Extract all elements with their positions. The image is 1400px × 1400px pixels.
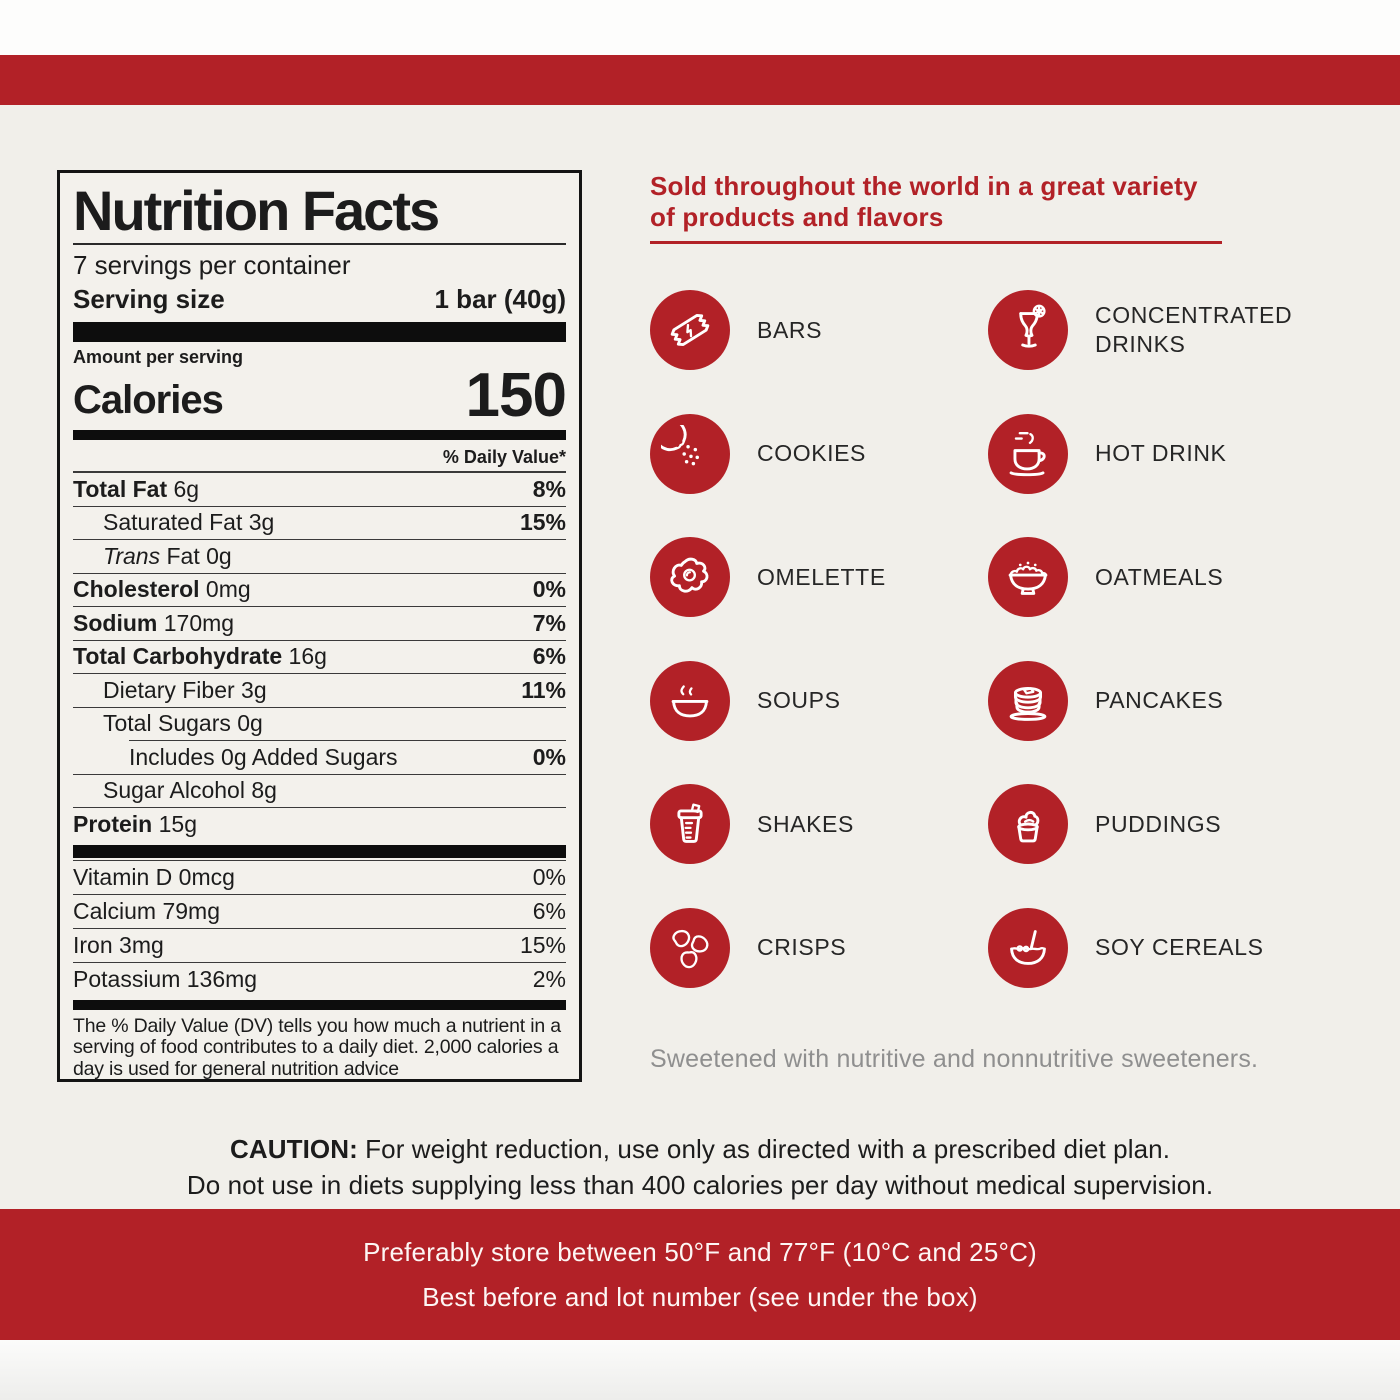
coffee-cup-icon bbox=[1009, 431, 1046, 476]
crisps-icon bbox=[672, 929, 709, 968]
nutrient-row-sodium: Sodium 170mg 7% bbox=[73, 606, 566, 640]
cereal-bowl-spoon-icon bbox=[1010, 929, 1046, 965]
medium-divider bbox=[73, 430, 566, 440]
nutrient-row-trans-fat: Trans Fat 0g bbox=[73, 539, 566, 573]
best-before-note: Best before and lot number (see under th… bbox=[422, 1281, 978, 1312]
vitamin-row-vitamin-d: Vitamin D 0mcg 0% bbox=[73, 859, 566, 894]
daily-value-footnote: The % Daily Value (DV) tells you how muc… bbox=[73, 1014, 561, 1080]
oatmeal-bowl-icon bbox=[1008, 561, 1048, 595]
fried-egg-icon-circle bbox=[650, 537, 730, 617]
product-label: HOT DRINK bbox=[1095, 440, 1227, 466]
bottom-white-strip bbox=[0, 1340, 1400, 1400]
calories-label: Calories bbox=[73, 378, 224, 422]
product-label: COOKIES bbox=[757, 440, 867, 466]
caution-text: CAUTION: For weight reduction, use only … bbox=[0, 1131, 1400, 1203]
shaker-bottle-icon-circle bbox=[650, 784, 730, 864]
products-grid: BARS CONCENTRATED DRINKS bbox=[650, 290, 1310, 1031]
daily-value-header: % Daily Value* bbox=[73, 444, 566, 472]
caution-line1: CAUTION: For weight reduction, use only … bbox=[229, 1134, 1171, 1164]
product-label: PANCAKES bbox=[1095, 687, 1224, 713]
coffee-cup-icon-circle bbox=[988, 413, 1068, 494]
nutrition-facts-title: Nutrition Facts bbox=[73, 179, 440, 242]
nutrient-row-dietary-fiber: Dietary Fiber 3g 11% bbox=[73, 673, 566, 707]
nutrient-row-protein: Protein 15g bbox=[73, 807, 566, 841]
calories-value: 150 bbox=[465, 361, 567, 430]
product-label: SOUPS bbox=[757, 687, 841, 713]
cookie-icon bbox=[661, 424, 699, 465]
product-label: SHAKES bbox=[757, 810, 854, 837]
cookie-icon-circle bbox=[650, 413, 730, 494]
product-label: PUDDINGS bbox=[1095, 810, 1222, 837]
vitamin-row-calcium: Calcium 79mg 6% bbox=[73, 893, 566, 928]
product-label: CONCENTRATED DRINKS bbox=[1095, 302, 1293, 357]
crisps-icon-circle bbox=[650, 907, 730, 988]
serving-size-label: Serving size bbox=[73, 284, 225, 314]
bar-icon bbox=[670, 314, 710, 346]
nutrient-row-added-sugars: Includes 0g Added Sugars 0% bbox=[129, 740, 566, 774]
storage-note: Preferably store between 50°F and 77°F (… bbox=[363, 1236, 1037, 1267]
pudding-cup-icon bbox=[1017, 810, 1040, 843]
medium-divider bbox=[73, 844, 566, 858]
thick-divider bbox=[73, 322, 566, 342]
soup-bowl-icon-circle bbox=[650, 660, 730, 741]
nutrient-row-total-fat: Total Fat 6g 8% bbox=[73, 472, 566, 506]
nutrient-row-total-sugars: Total Sugars 0g bbox=[73, 706, 566, 741]
products-heading-line2: of products and flavors bbox=[650, 202, 944, 232]
bar-icon-circle bbox=[650, 290, 730, 370]
nutrient-row-sugar-alcohol: Sugar Alcohol 8g bbox=[73, 773, 566, 808]
products-panel: Sold throughout the world in a great var… bbox=[650, 171, 1310, 1074]
products-heading-line1: Sold throughout the world in a great var… bbox=[650, 171, 1198, 201]
amount-per-serving-label: Amount per serving bbox=[73, 347, 244, 367]
fried-egg-icon bbox=[670, 557, 709, 593]
calories-row: Calories 150 bbox=[73, 361, 567, 430]
vitamin-row-potassium: Potassium 136mg 2% bbox=[73, 961, 566, 996]
product-label: OATMEALS bbox=[1095, 563, 1224, 590]
caution-prefix: CAUTION: bbox=[229, 1134, 358, 1164]
small-divider bbox=[73, 999, 566, 1010]
soup-bowl-icon bbox=[671, 684, 709, 717]
caution-line2: Do not use in diets supplying less than … bbox=[186, 1170, 1214, 1200]
pancakes-icon-circle bbox=[988, 660, 1068, 741]
serving-size-row: Serving size 1 bar (40g) bbox=[73, 283, 566, 316]
product-label: CRISPS bbox=[757, 934, 847, 960]
product-label: SOY CEREALS bbox=[1095, 934, 1264, 960]
servings-per-container: 7 servings per container bbox=[73, 250, 351, 280]
shaker-bottle-icon bbox=[677, 803, 703, 843]
pancakes-icon bbox=[1009, 686, 1047, 721]
cocktail-glass-icon-circle bbox=[988, 290, 1068, 370]
main-panel: Nutrition Facts 7 servings per container… bbox=[0, 105, 1400, 1209]
oatmeal-bowl-icon-circle bbox=[988, 537, 1068, 617]
pudding-cup-icon-circle bbox=[988, 784, 1068, 864]
vitamin-row-iron: Iron 3mg 15% bbox=[73, 927, 566, 962]
product-label: BARS bbox=[757, 316, 823, 343]
heading-underline bbox=[650, 241, 1222, 244]
sweetener-note: Sweetened with nutritive and nonnutritiv… bbox=[650, 1045, 1259, 1073]
cereal-bowl-spoon-icon-circle bbox=[988, 907, 1068, 988]
cocktail-glass-icon bbox=[1019, 304, 1046, 348]
title-rule bbox=[73, 243, 566, 245]
nutrient-row-saturated-fat: Saturated Fat 3g 15% bbox=[73, 505, 566, 540]
bottom-red-band: Preferably store between 50°F and 77°F (… bbox=[0, 1209, 1400, 1340]
top-white-strip bbox=[0, 0, 1400, 55]
product-label: OMELETTE bbox=[757, 563, 886, 590]
nutrient-row-cholesterol: Cholesterol 0mg 0% bbox=[73, 572, 566, 607]
top-red-band bbox=[0, 55, 1400, 105]
serving-size-value: 1 bar (40g) bbox=[434, 284, 567, 314]
nutrition-facts-label: Nutrition Facts 7 servings per container… bbox=[57, 170, 582, 1082]
nutrient-row-total-carbohydrate: Total Carbohydrate 16g 6% bbox=[73, 639, 566, 674]
